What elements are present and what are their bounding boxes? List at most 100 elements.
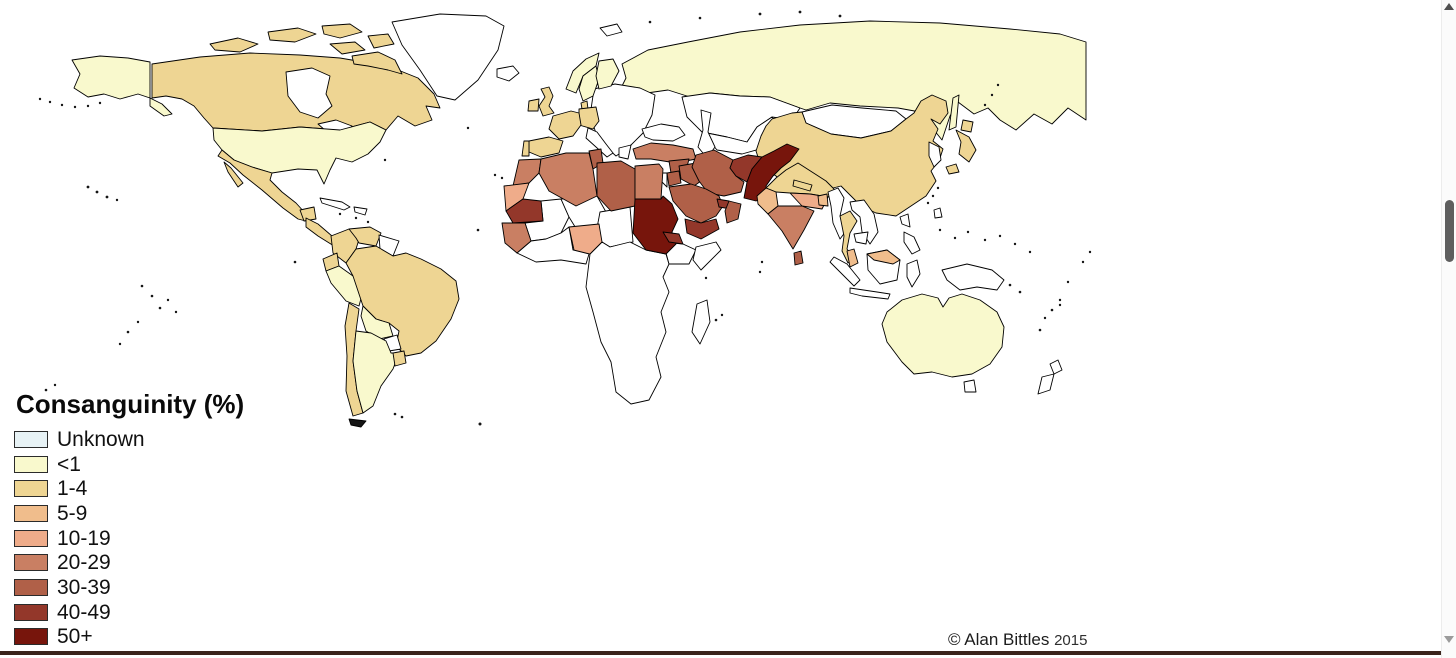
country-australia [881,293,1005,378]
island-sakhalin [948,94,960,131]
island-sumatra [829,256,861,287]
island-hispaniola [353,206,368,216]
country-spain [528,136,564,158]
country-libya [596,160,636,212]
country-jordan [666,170,682,187]
island-java [849,287,891,300]
legend-item-label: 10-19 [57,526,111,550]
legend-item-label: <1 [57,452,81,476]
country-germany [578,106,600,130]
country-sri-lanka [793,250,804,266]
black-sea [641,123,686,142]
attribution-year: 2015 [1054,632,1088,649]
legend-swatch [14,628,48,646]
country-saudi-arabia [668,183,724,224]
scrollbar-thumb[interactable] [1445,200,1454,262]
country-japan-honshu [955,129,977,163]
country-iran [691,149,745,197]
country-malaysia-peninsula [846,248,859,268]
country-iceland [496,65,520,82]
legend-item-label: 50+ [57,625,93,649]
country-bangladesh [817,193,829,207]
island-new-zealand-north [1049,359,1063,375]
region-central-eastern-europe [589,83,656,157]
alaska-panhandle [149,97,173,117]
region-eritrea-djibouti [662,231,684,245]
legend-swatch [14,504,48,522]
island-philippines-north [899,213,911,228]
legend-item-label: Unknown [57,427,145,451]
island-dots [38,10,1092,426]
island-svalbard [599,23,623,37]
country-somalia [692,241,722,271]
legend-item: <1 [14,452,244,477]
country-cambodia [853,231,869,245]
legend: Consanguinity (%) Unknown <1 1-4 5-9 10-19 20… [14,389,244,649]
vertical-scrollbar[interactable] [1441,0,1456,658]
baja-california [223,161,244,188]
region-west-africa [516,226,590,265]
country-morocco [512,158,542,187]
legend-item: Unknown [14,427,244,452]
hudson-bay [285,67,333,119]
scroll-up-icon[interactable] [1444,3,1454,10]
country-sweden [578,65,600,102]
island-arctic-4 [329,41,366,55]
island-baffin [351,51,403,75]
bottom-bar [0,651,1456,655]
island-arctic-5 [367,33,395,49]
country-nigeria [568,223,603,255]
legend-item-label: 30-39 [57,575,111,599]
country-italy [585,127,614,158]
country-algeria [538,152,598,207]
country-usa [212,121,387,185]
country-france [548,110,582,140]
scroll-down-icon[interactable] [1444,636,1454,643]
country-nepal [792,179,813,192]
country-greece [618,144,632,160]
country-uruguay [392,350,407,367]
country-egypt [634,163,664,200]
legend-item: 10-19 [14,526,244,551]
country-argentina [352,330,400,414]
country-madagascar [691,299,711,345]
region-india-north [765,162,837,198]
island-new-guinea [941,263,1005,291]
country-oman [724,200,742,224]
island-arctic-2 [267,27,317,43]
country-yemen [684,218,720,240]
country-taiwan [933,207,943,219]
legend-swatch [14,578,48,596]
legend-swatch [14,455,48,473]
legend-swatch [14,430,48,448]
country-korea [928,141,942,168]
country-ireland [527,98,540,112]
region-central-southern-africa [585,241,670,405]
country-sudan [632,195,679,255]
country-japan-kyushu [945,163,960,175]
legend-item: 30-39 [14,575,244,600]
island-arctic-3 [321,23,363,39]
country-norway [565,52,600,94]
legend-item: 1-4 [14,476,244,501]
country-finland [595,58,620,90]
country-bolivia [360,305,394,340]
country-greenland [391,13,505,101]
legend-swatch [14,529,48,547]
country-uk [538,86,555,117]
legend-title: Consanguinity (%) [16,389,245,419]
legend-item: 5-9 [14,501,244,526]
country-chad [596,206,634,248]
tierra-del-fuego [348,418,367,428]
region-guinea-senegal [501,222,532,254]
island-arctic-1 [209,37,259,53]
legend-item-label: 20-29 [57,551,111,575]
country-japan-hokkaido [960,119,974,133]
legend-swatch [14,480,48,498]
legend-item-label: 40-49 [57,600,111,624]
legend-item-label: 1-4 [57,477,88,501]
island-tasmania [963,379,977,393]
region-vietnam-laos [849,199,879,245]
region-india-south [767,205,815,250]
